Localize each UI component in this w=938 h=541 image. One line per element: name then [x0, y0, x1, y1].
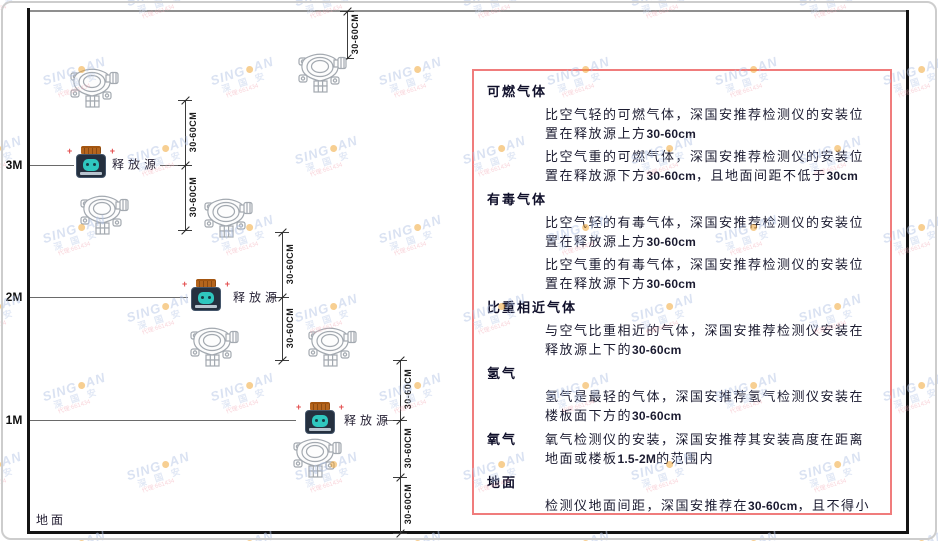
- source-logo-face: [198, 292, 214, 304]
- level-line: [30, 297, 188, 298]
- level-line: [30, 420, 296, 421]
- section-paragraph: 比空气轻的有毒气体，深国安推荐检测仪的安装位置在释放源上方30-60cm: [545, 216, 865, 250]
- gas-detector-icon: [190, 327, 239, 367]
- level-line: [384, 420, 400, 421]
- source-cap: [310, 402, 330, 410]
- source-body: [191, 287, 221, 311]
- sparkle-plus-icon: +: [109, 146, 115, 156]
- section-paragraph: 比空气轻的可燃气体，深国安推荐检测仪的安装位置在释放源上方30-60cm: [545, 108, 865, 142]
- left-wall-line: [27, 8, 30, 534]
- release-source-label: 释放源: [233, 290, 282, 305]
- dimension-line: [400, 360, 401, 533]
- sparkle-plus-icon: +: [224, 279, 230, 289]
- release-source-icon: + +: [296, 402, 344, 435]
- right-wall-line: [906, 10, 909, 534]
- section-paragraph: 检测仪地面间距，深国安推荐在30-60cm，且不得小于30cm，因为过低容易水溅…: [545, 499, 870, 514]
- source-base-strip: [80, 172, 102, 175]
- source-body: [76, 154, 106, 178]
- release-source-label: 释放源: [112, 157, 161, 172]
- gas-detector-icon: [70, 68, 119, 108]
- height-label-2m: 2M: [5, 290, 23, 304]
- source-base-strip: [195, 305, 217, 308]
- section-paragraph: 比空气重的可燃气体，深国安推荐检测仪的安装位置在释放源下方30-60cm，且地面…: [545, 150, 865, 184]
- source-logo-face: [312, 415, 328, 427]
- notes-section-3: 氢气氢气是最轻的气体，深国安推荐氢气检测仪安装在楼板面下方的30-60cm: [487, 365, 877, 426]
- height-label-3m: 3M: [5, 158, 23, 172]
- ground-label: 地面: [36, 513, 67, 527]
- gas-detector-icon: [204, 198, 253, 238]
- sparkle-plus-icon: +: [182, 279, 188, 289]
- notes-section-5: 地面检测仪地面间距，深国安推荐在30-60cm，且不得小于30cm，因为过低容易…: [487, 474, 877, 514]
- gas-detector-icon: [308, 327, 357, 367]
- section-heading: 比重相近气体: [487, 301, 578, 316]
- gas-detector-icon: [293, 438, 342, 478]
- section-paragraph: 氢气是最轻的气体，深国安推荐氢气检测仪安装在楼板面下方的30-60cm: [545, 390, 865, 424]
- sparkle-plus-icon: +: [338, 402, 344, 412]
- gas-detector-icon: [80, 195, 129, 235]
- sparkle-plus-icon: +: [296, 402, 302, 412]
- section-paragraph: 与空气比重相近的气体，深国安推荐检测仪安装在释放源上下的30-60cm: [545, 324, 865, 358]
- section-heading: 氧气: [487, 433, 518, 448]
- notes-section-2: 比重相近气体与空气比重相近的气体，深国安推荐检测仪安装在释放源上下的30-60c…: [487, 299, 877, 360]
- section-paragraph: 比空气重的有毒气体，深国安推荐检测仪的安装位置在释放源下方30-60cm: [545, 258, 865, 292]
- ceiling-line: [29, 10, 908, 12]
- release-source-icon: + +: [67, 146, 115, 179]
- section-heading: 可燃气体: [487, 85, 548, 100]
- source-body: [305, 410, 335, 434]
- release-source-icon: + +: [182, 279, 230, 312]
- section-heading: 地面: [487, 476, 518, 491]
- notes-sections: 可燃气体比空气轻的可燃气体，深国安推荐检测仪的安装位置在释放源上方30-60cm…: [487, 83, 877, 514]
- sparkle-plus-icon: +: [67, 146, 73, 156]
- ground-line: [27, 531, 909, 534]
- notes-section-0: 可燃气体比空气轻的可燃气体，深国安推荐检测仪的安装位置在释放源上方30-60cm…: [487, 83, 877, 186]
- source-cap: [81, 146, 101, 154]
- release-source-label: 释放源: [344, 413, 393, 428]
- source-logo-face: [83, 159, 99, 171]
- source-cap: [196, 279, 216, 287]
- installation-notes-panel: 可燃气体比空气轻的可燃气体，深国安推荐检测仪的安装位置在释放源上方30-60cm…: [472, 69, 892, 515]
- section-heading: 有毒气体: [487, 193, 548, 208]
- notes-section-1: 有毒气体比空气轻的有毒气体，深国安推荐检测仪的安装位置在释放源上方30-60cm…: [487, 191, 877, 294]
- section-heading: 氢气: [487, 367, 518, 382]
- source-base-strip: [309, 428, 331, 431]
- height-label-1m: 1M: [5, 413, 23, 427]
- level-line: [160, 165, 185, 166]
- level-line: [30, 165, 74, 166]
- dimension-line: [347, 11, 348, 58]
- gas-detector-icon: [298, 53, 347, 93]
